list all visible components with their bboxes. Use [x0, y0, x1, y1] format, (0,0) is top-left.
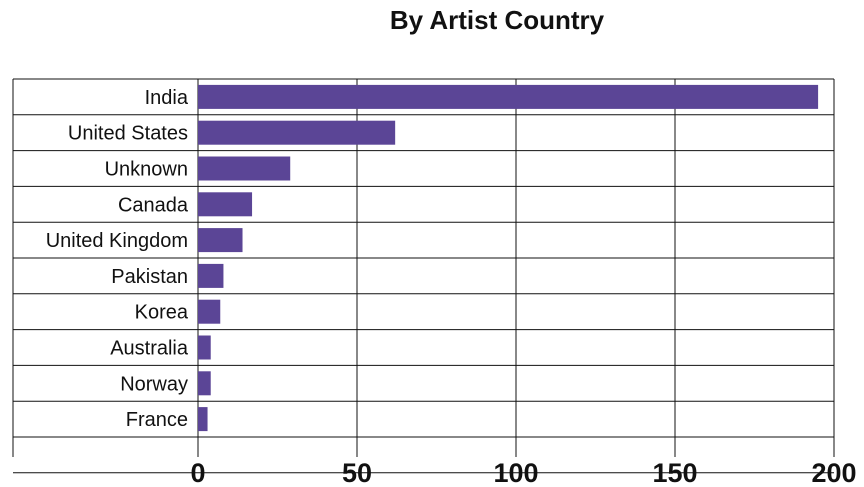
category-label: United Kingdom — [46, 230, 188, 252]
category-label: France — [126, 409, 188, 431]
bar — [198, 192, 253, 217]
category-labels: India United States Unknown Canada United Ki… — [46, 87, 189, 431]
bar — [198, 156, 291, 181]
x-axis-tick-labels: 0 50 100 150 200 — [190, 458, 856, 487]
x-tick-label: 150 — [652, 458, 697, 487]
bar — [198, 228, 243, 253]
bar — [198, 407, 208, 432]
category-label: Canada — [118, 194, 189, 216]
category-label: India — [145, 87, 189, 109]
category-label: Unknown — [105, 159, 188, 181]
category-label: United States — [68, 123, 188, 145]
category-label: Norway — [120, 373, 188, 395]
x-tick-label: 200 — [811, 458, 856, 487]
x-tick-label: 100 — [493, 458, 538, 487]
category-label: Pakistan — [111, 266, 188, 288]
x-tick-label: 0 — [190, 458, 205, 487]
bar — [198, 120, 396, 145]
bar — [198, 299, 221, 324]
bar — [198, 335, 211, 360]
category-label: Korea — [135, 302, 189, 324]
x-tick-label: 50 — [342, 458, 372, 487]
bar — [198, 371, 211, 396]
category-label: Australia — [110, 338, 189, 360]
chart-title: By Artist Country — [390, 5, 605, 35]
bar — [198, 263, 224, 288]
bar — [198, 84, 819, 109]
bars — [198, 84, 819, 432]
